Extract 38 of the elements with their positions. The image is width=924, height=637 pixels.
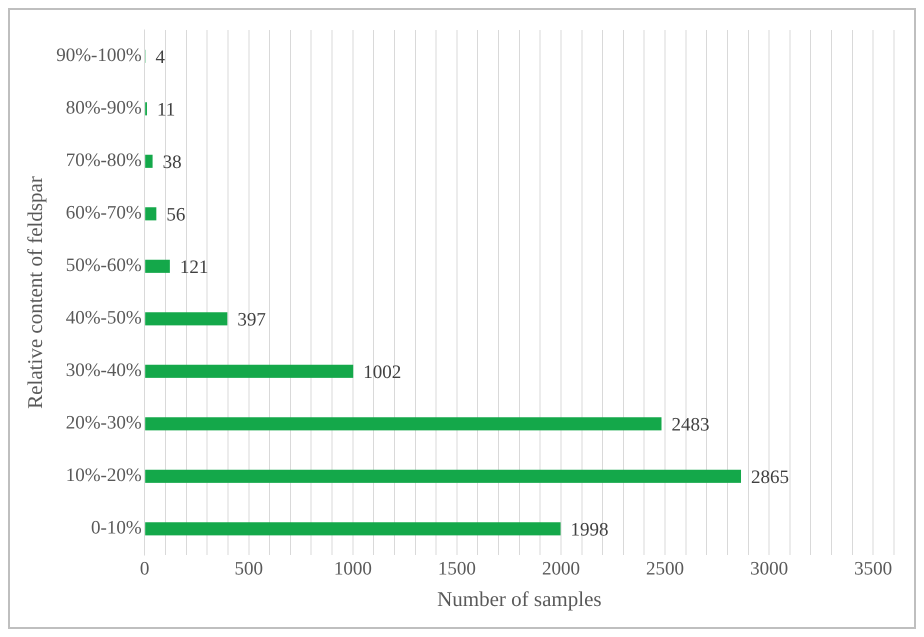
x-axis-title: Number of samples [437, 586, 602, 611]
y-tick-label: 50%-60% [66, 255, 142, 276]
x-tick-label: 3000 [750, 558, 788, 580]
data-label: 56 [166, 204, 186, 226]
y-tick-label: 10%-20% [66, 465, 142, 486]
x-tick-label: 3500 [854, 558, 892, 580]
x-tick-label: 1500 [438, 558, 476, 580]
bar [145, 260, 170, 273]
y-axis-title: Relative content of feldspar [23, 176, 48, 409]
bar [145, 207, 156, 220]
data-label: 2483 [672, 414, 710, 436]
data-label: 397 [237, 310, 266, 331]
data-label: 121 [180, 257, 208, 278]
bar [145, 470, 742, 483]
y-tick-label: 80%-90% [66, 98, 142, 119]
data-label: 11 [156, 100, 176, 121]
x-tick-label: 500 [234, 558, 264, 580]
data-label: 1002 [363, 362, 402, 384]
data-label: 4 [156, 47, 166, 68]
y-tick-label: 0-10% [91, 518, 142, 539]
x-tick-label: 2000 [542, 558, 580, 580]
y-tick-label: 30%-40% [66, 360, 142, 382]
x-tick-label: 2500 [646, 558, 684, 580]
x-tick-label: 1000 [334, 558, 372, 580]
y-tick-label: 60%-70% [66, 202, 142, 224]
data-label: 1998 [570, 520, 609, 541]
data-label: 38 [162, 152, 182, 174]
y-tick-label: 70%-80% [66, 150, 142, 172]
bar [145, 364, 354, 378]
x-tick-label: 0 [140, 558, 150, 580]
bar [145, 522, 561, 536]
bar [145, 312, 228, 326]
y-tick-label: 40%-50% [66, 308, 142, 329]
bar [145, 417, 662, 430]
y-tick-label: 90%-100% [56, 45, 142, 66]
data-label: 2865 [751, 467, 790, 488]
bar [145, 154, 153, 168]
y-tick-label: 20%-30% [66, 412, 142, 434]
